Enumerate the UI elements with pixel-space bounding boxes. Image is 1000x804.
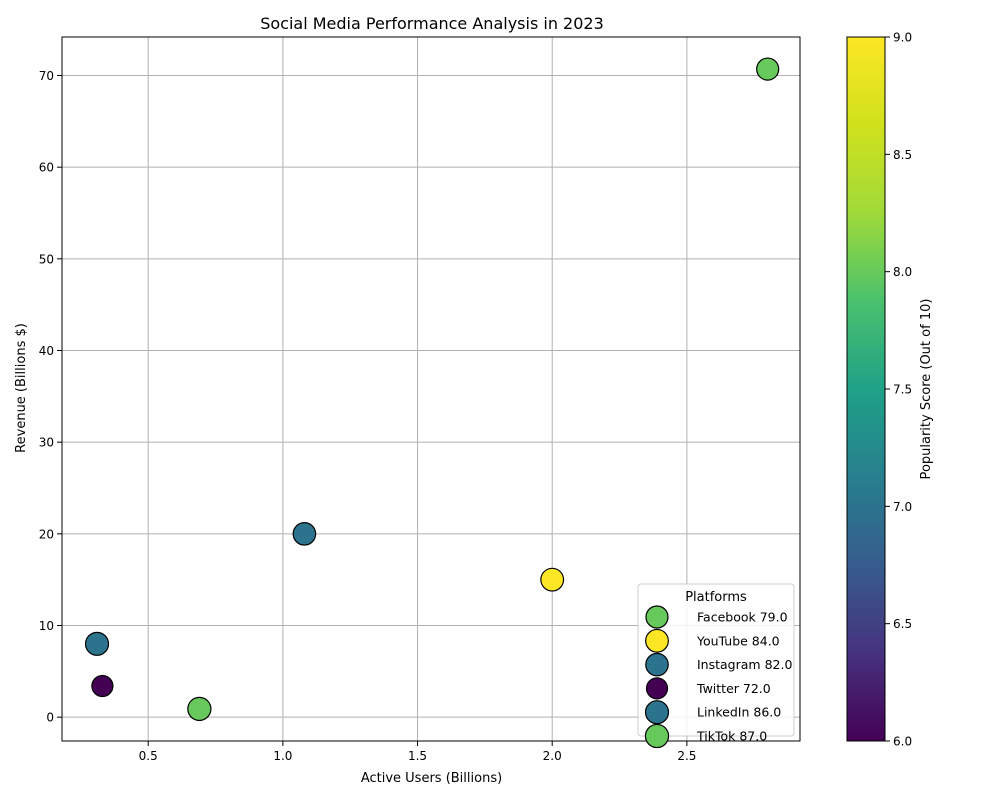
legend-marker-tiktok [644,723,670,749]
x-tick-label: 2.5 [677,749,696,763]
legend-marker-twitter [645,677,669,700]
legend-label-instagram: Instagram 82.0 [697,657,792,672]
legend-label-twitter: Twitter 72.0 [696,681,771,696]
legend-marker-instagram [645,652,669,677]
colorbar-gradient [846,36,886,742]
legend: Platforms Facebook 79.0 YouTube 84.0 Insta… [637,583,795,749]
y-tick-label: 10 [39,619,54,633]
chart-title: Social Media Performance Analysis in 202… [260,14,604,33]
legend-marker-facebook [645,605,669,629]
scatter-point-instagram [292,522,317,546]
colorbar-ticks: 6.0 6.5 7.0 7.5 8.0 8.5 9.0 [885,31,912,749]
y-tick-label: 0 [46,711,54,725]
legend-label-facebook: Facebook 79.0 [697,610,788,625]
colorbar-label: Popularity Score (Out of 10) [919,299,934,480]
plot-area-frame [61,36,801,742]
x-tick-label: 1.0 [273,749,292,763]
legend-marker-youtube [645,628,669,653]
legend-label-tiktok: TikTok 87.0 [696,729,767,744]
y-axis-ticks: 0 10 20 30 40 50 60 70 [39,69,62,725]
scatter-points [84,57,780,722]
x-tick-label: 1.5 [408,749,427,763]
legend-label-linkedin: LinkedIn 86.0 [697,705,781,720]
colorbar-tick-label: 8.0 [893,265,912,279]
x-axis-label: Active Users (Billions) [361,771,502,786]
legend-box [637,583,795,737]
scatter-point-facebook [756,57,780,81]
y-tick-label: 30 [39,436,54,450]
x-tick-label: 0.5 [139,749,158,763]
scatter-point-tiktok [187,696,212,722]
legend-items: Facebook 79.0 YouTube 84.0 Instagram 82.0 T… [644,605,792,749]
colorbar-tick-label: 6.5 [893,617,912,631]
scatter-point-linkedin [84,631,110,656]
colorbar-tick-label: 6.0 [893,735,912,749]
legend-title: Platforms [685,590,747,605]
y-tick-label: 20 [39,527,54,541]
x-tick-label: 2.0 [543,749,562,763]
colorbar-tick-label: 8.5 [893,148,912,162]
y-tick-label: 40 [39,344,54,358]
y-tick-label: 70 [39,69,54,83]
legend-marker-linkedin [644,700,670,725]
scatter-point-youtube [540,567,565,592]
grid-lines [62,37,800,741]
scatter-point-twitter [91,674,114,698]
y-tick-label: 60 [39,161,54,175]
y-tick-label: 50 [39,252,54,266]
colorbar-tick-label: 7.5 [893,383,912,397]
legend-label-youtube: YouTube 84.0 [696,633,780,648]
colorbar: 6.0 6.5 7.0 7.5 8.0 8.5 9.0 Popularity Score (… [846,31,934,749]
colorbar-tick-label: 7.0 [893,500,912,514]
colorbar-tick-label: 9.0 [893,31,912,45]
y-axis-label: Revenue (Billions $) [14,323,29,453]
x-axis-ticks: 0.5 1.0 1.5 2.0 2.5 [139,741,696,763]
